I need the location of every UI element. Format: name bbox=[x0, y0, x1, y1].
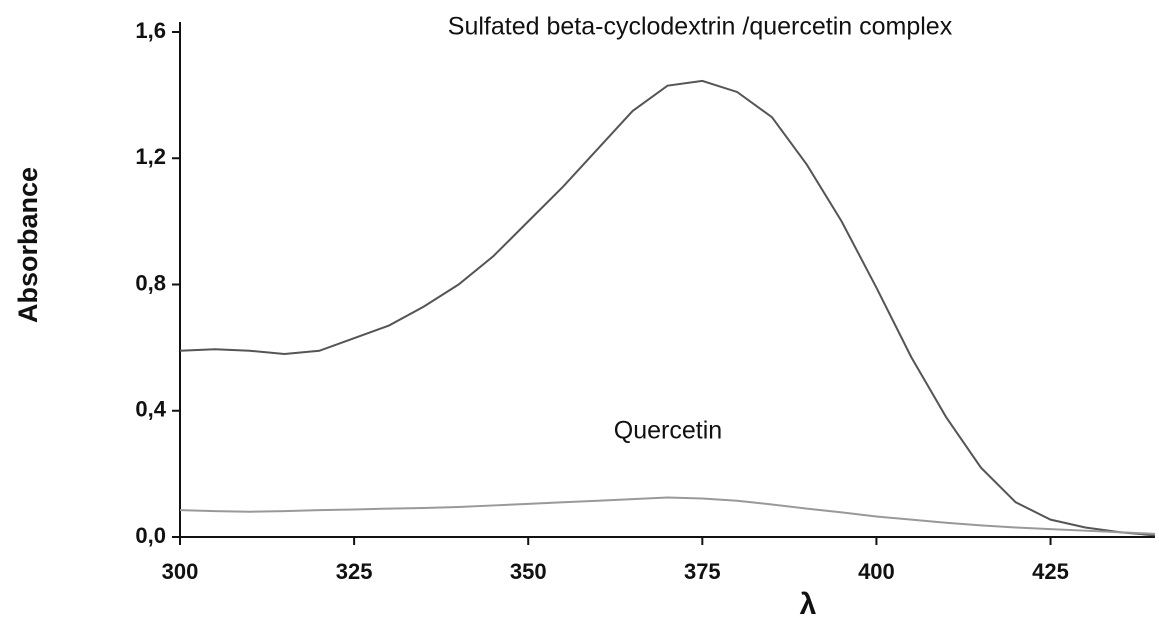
series-label: Quercetin bbox=[614, 417, 722, 445]
y-tick-label: 0,0 bbox=[135, 523, 166, 548]
y-tick-label: 1,2 bbox=[135, 144, 166, 169]
line-series bbox=[179, 496, 1156, 535]
x-tick-label: 350 bbox=[510, 559, 547, 584]
x-tick-label: 300 bbox=[162, 559, 199, 584]
y-tick-label: 0,4 bbox=[135, 397, 166, 422]
x-tick-label: 400 bbox=[858, 559, 895, 584]
line-series bbox=[179, 79, 1156, 537]
x-tick-label: 325 bbox=[336, 559, 373, 584]
x-axis-label: λ bbox=[800, 588, 817, 621]
y-axis-label: Absorbance bbox=[13, 167, 43, 323]
x-tick-label: 375 bbox=[684, 559, 721, 584]
y-tick-label: 0,8 bbox=[135, 270, 166, 295]
series-label: Sulfated beta-cyclodextrin /quercetin co… bbox=[448, 13, 953, 41]
x-tick-label: 425 bbox=[1032, 559, 1069, 584]
y-tick-label: 1,6 bbox=[135, 18, 166, 43]
